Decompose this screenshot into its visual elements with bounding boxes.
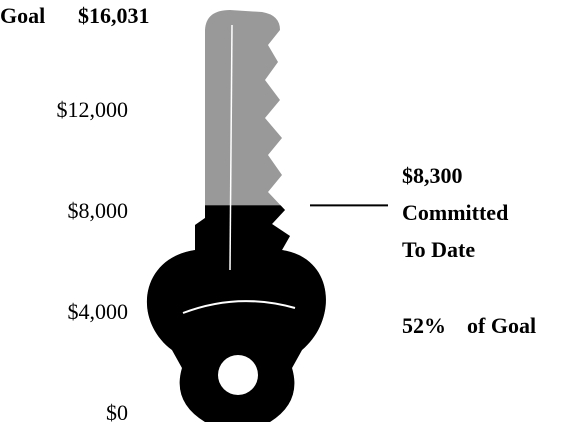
y-tick-label: $4,000 <box>68 299 129 324</box>
y-tick-label: $8,000 <box>68 198 129 223</box>
value-caption: Committed <box>402 200 508 225</box>
value-caption: To Date <box>402 237 475 262</box>
key-highlight <box>229 24 233 271</box>
goal-label: Goal <box>0 3 45 28</box>
key-hole <box>218 355 258 395</box>
percent-caption: of Goal <box>467 313 536 338</box>
y-tick-label: $0 <box>106 400 128 425</box>
y-tick-label: $12,000 <box>57 97 129 122</box>
key-shading <box>182 300 296 314</box>
value-label: $8,300 <box>402 163 463 188</box>
goal-value: $16,031 <box>78 3 150 28</box>
percent-label: 52% <box>402 313 446 338</box>
